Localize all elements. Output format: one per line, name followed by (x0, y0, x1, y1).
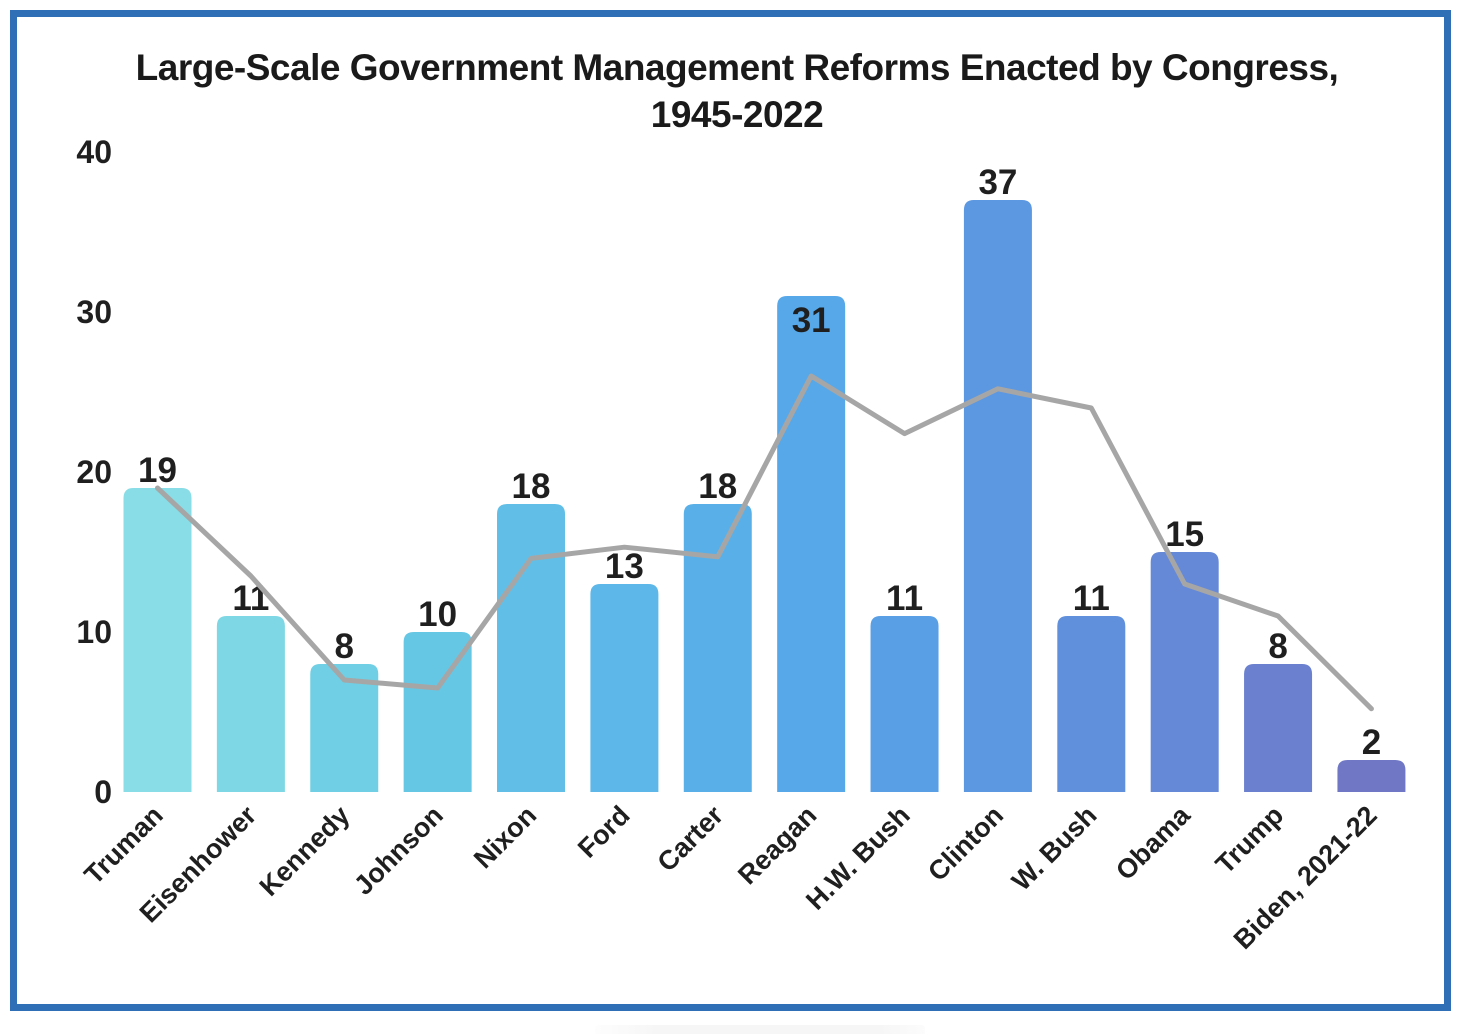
bar-obama (1150, 552, 1219, 792)
x-axis-label: Carter (652, 800, 730, 878)
bar-reagan (777, 296, 846, 792)
bar-trump (1244, 664, 1313, 792)
bar-kennedy (310, 664, 379, 792)
y-axis-label: 40 (76, 134, 112, 170)
bottom-edge-artifact (595, 1025, 925, 1034)
x-axis-label: Clinton (922, 800, 1009, 887)
bar-value-label: 11 (1073, 579, 1110, 618)
bar-johnson (403, 632, 472, 792)
bar-value-label: 18 (512, 467, 551, 506)
chart-title: Large-Scale Government Management Reform… (0, 44, 1474, 138)
x-axis-label: Reagan (732, 800, 822, 890)
chart-title-line1: Large-Scale Government Management Reform… (135, 47, 1339, 88)
bar-value-label: 37 (978, 163, 1017, 202)
bar-value-label: 19 (138, 451, 177, 490)
bar-value-label: 13 (605, 547, 644, 586)
y-axis-label: 20 (76, 454, 112, 490)
bar-nixon (497, 504, 566, 792)
bar-value-label: 18 (698, 467, 737, 506)
bar-eisenhower (216, 616, 285, 792)
trend-line (155, 373, 1374, 712)
x-axis-label: Trump (1210, 800, 1290, 880)
bar-ford (590, 584, 659, 792)
bar-clinton (963, 200, 1032, 792)
bar-value-label: 31 (792, 301, 831, 340)
x-axis-label: W. Bush (1006, 800, 1103, 897)
y-axis-label: 30 (76, 294, 112, 330)
y-axis-label: 0 (94, 774, 112, 810)
x-axis-label: Ford (572, 800, 636, 864)
bar-h-w-bush (870, 616, 939, 792)
y-axis-label: 10 (76, 614, 112, 650)
bar-carter (683, 504, 752, 792)
bar-w-bush (1057, 616, 1126, 792)
x-axis-label: Nixon (468, 800, 542, 874)
bar-value-label: 8 (335, 627, 354, 666)
x-axis-label: Kennedy (254, 800, 356, 902)
x-axis-label: Johnson (348, 800, 449, 901)
bar-value-label: 2 (1362, 723, 1381, 762)
chart-title-line2: 1945-2022 (650, 94, 824, 135)
bar-biden-2021-22 (1337, 760, 1406, 792)
bar-value-label: 11 (232, 579, 269, 618)
bar-value-label: 10 (418, 595, 457, 634)
bar-value-label: 8 (1268, 627, 1287, 666)
bar-truman (123, 488, 192, 792)
bar-value-label: 11 (886, 579, 923, 618)
x-axis-label: Obama (1110, 799, 1197, 886)
x-axis-label: Truman (79, 800, 169, 890)
bar-value-label: 15 (1165, 515, 1204, 554)
